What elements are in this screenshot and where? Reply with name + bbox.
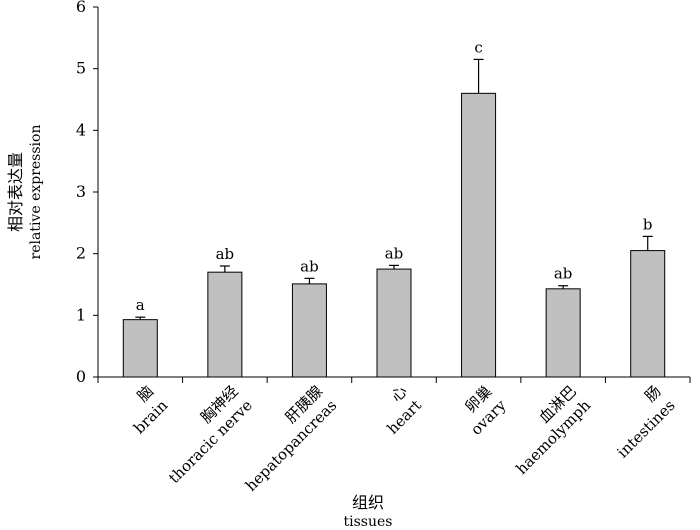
x-tick-label: 肠intestines — [599, 382, 678, 461]
y-tick-label: 2 — [76, 244, 86, 263]
y-tick-label: 1 — [76, 305, 86, 324]
y-tick-label: 5 — [76, 59, 86, 78]
bar — [630, 250, 666, 378]
y-axis-title-en: relative expression — [28, 125, 44, 260]
significance-label: c — [474, 38, 482, 56]
significance-label: a — [136, 296, 145, 314]
significance-label: b — [643, 215, 653, 233]
y-tick-label: 3 — [76, 182, 86, 201]
bar — [207, 271, 243, 378]
bar — [376, 268, 412, 378]
significance-label: ab — [554, 265, 573, 283]
x-axis-title-en: tissues — [344, 514, 393, 530]
bar — [461, 92, 497, 378]
y-tick-label: 0 — [76, 367, 86, 386]
significance-label: ab — [300, 257, 319, 275]
bar — [122, 319, 158, 378]
x-axis-title-zh: 组织 — [352, 493, 384, 512]
y-tick-label: 6 — [76, 0, 86, 16]
y-axis-title-zh: 相对表达量 — [6, 152, 25, 232]
y-tick-label: 4 — [76, 120, 86, 139]
significance-label: ab — [216, 245, 235, 263]
x-tick-label: 心heart — [369, 382, 425, 438]
significance-label: ab — [385, 244, 404, 262]
bar — [291, 283, 327, 378]
x-tick-label: 卵巢ovary — [453, 382, 510, 439]
bar — [545, 288, 581, 378]
x-tick-label: 脑brain — [116, 382, 172, 438]
x-tick-label: 胸神经thoracic nerve — [151, 382, 256, 487]
x-tick-label: 血淋巴haemolymph — [498, 382, 594, 478]
